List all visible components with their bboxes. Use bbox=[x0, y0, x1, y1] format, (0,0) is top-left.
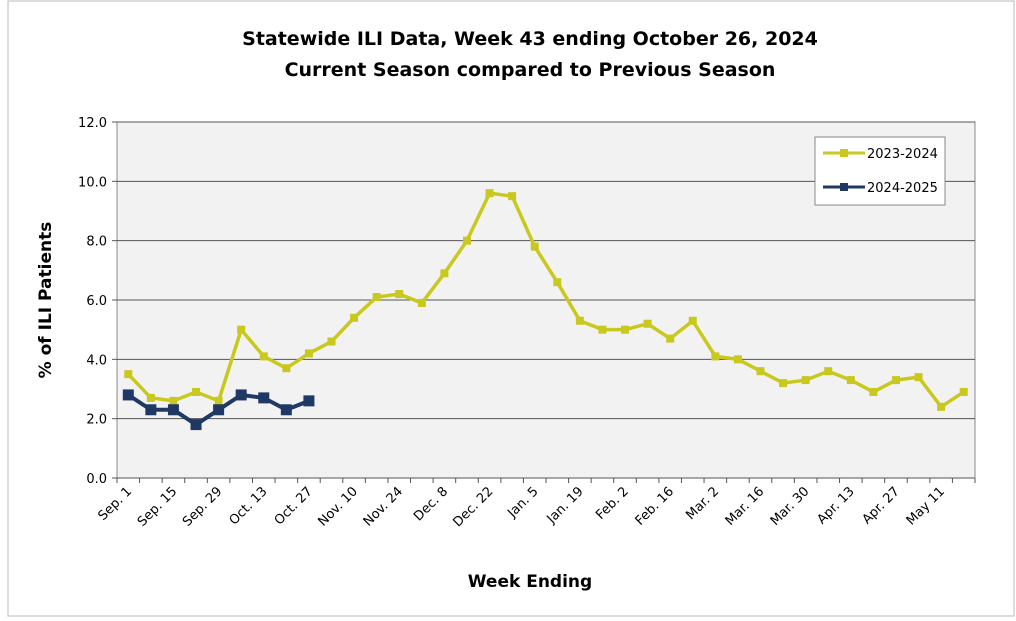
marker bbox=[959, 387, 968, 396]
legend-label: 2023-2024 bbox=[867, 147, 938, 162]
x-axis-title: Week Ending bbox=[468, 572, 592, 592]
marker bbox=[733, 355, 742, 364]
marker bbox=[213, 404, 225, 416]
marker bbox=[303, 395, 315, 407]
y-tick-label: 10.0 bbox=[78, 175, 107, 190]
chart-title: Statewide ILI Data, Week 43 ending Octob… bbox=[242, 28, 818, 50]
marker bbox=[259, 352, 268, 361]
marker bbox=[146, 393, 155, 402]
marker bbox=[192, 387, 201, 396]
marker bbox=[214, 396, 223, 405]
marker bbox=[485, 189, 494, 198]
marker bbox=[258, 392, 270, 404]
marker bbox=[372, 293, 381, 302]
marker bbox=[167, 404, 179, 416]
marker bbox=[598, 325, 607, 334]
marker bbox=[869, 387, 878, 396]
y-tick-label: 2.0 bbox=[86, 413, 107, 428]
y-tick-label: 0.0 bbox=[86, 472, 107, 487]
legend-box bbox=[814, 136, 946, 206]
marker bbox=[122, 389, 134, 401]
chart-subtitle: Current Season compared to Previous Seas… bbox=[285, 59, 776, 81]
marker bbox=[417, 298, 426, 307]
marker bbox=[711, 352, 720, 361]
marker bbox=[801, 376, 810, 385]
marker bbox=[553, 278, 562, 287]
legend-label: 2024-2025 bbox=[867, 181, 938, 196]
marker bbox=[145, 404, 157, 416]
marker bbox=[756, 367, 765, 376]
marker bbox=[824, 367, 833, 376]
marker bbox=[891, 376, 900, 385]
marker bbox=[440, 269, 449, 278]
y-tick-label: 8.0 bbox=[86, 235, 107, 250]
y-tick-label: 12.0 bbox=[78, 116, 107, 131]
marker bbox=[846, 376, 855, 385]
marker bbox=[688, 316, 697, 325]
marker bbox=[280, 404, 292, 416]
y-tick-label: 4.0 bbox=[86, 353, 107, 368]
marker bbox=[914, 373, 923, 382]
marker bbox=[395, 290, 404, 299]
marker bbox=[530, 242, 539, 251]
marker bbox=[237, 325, 246, 334]
marker bbox=[235, 389, 247, 401]
y-tick-label: 6.0 bbox=[86, 294, 107, 309]
marker bbox=[621, 325, 630, 334]
marker bbox=[643, 319, 652, 328]
marker bbox=[779, 379, 788, 388]
marker bbox=[350, 313, 359, 322]
legend-marker bbox=[840, 183, 848, 191]
marker bbox=[508, 192, 517, 201]
marker bbox=[169, 396, 178, 405]
marker bbox=[666, 334, 675, 343]
legend-marker bbox=[840, 149, 848, 157]
y-axis-title: % of ILI Patients bbox=[36, 222, 56, 379]
marker bbox=[124, 370, 133, 379]
marker bbox=[282, 364, 291, 373]
marker bbox=[327, 337, 336, 346]
marker bbox=[937, 402, 946, 411]
marker bbox=[190, 419, 202, 431]
marker bbox=[304, 349, 313, 358]
marker bbox=[575, 316, 584, 325]
marker bbox=[462, 236, 471, 245]
